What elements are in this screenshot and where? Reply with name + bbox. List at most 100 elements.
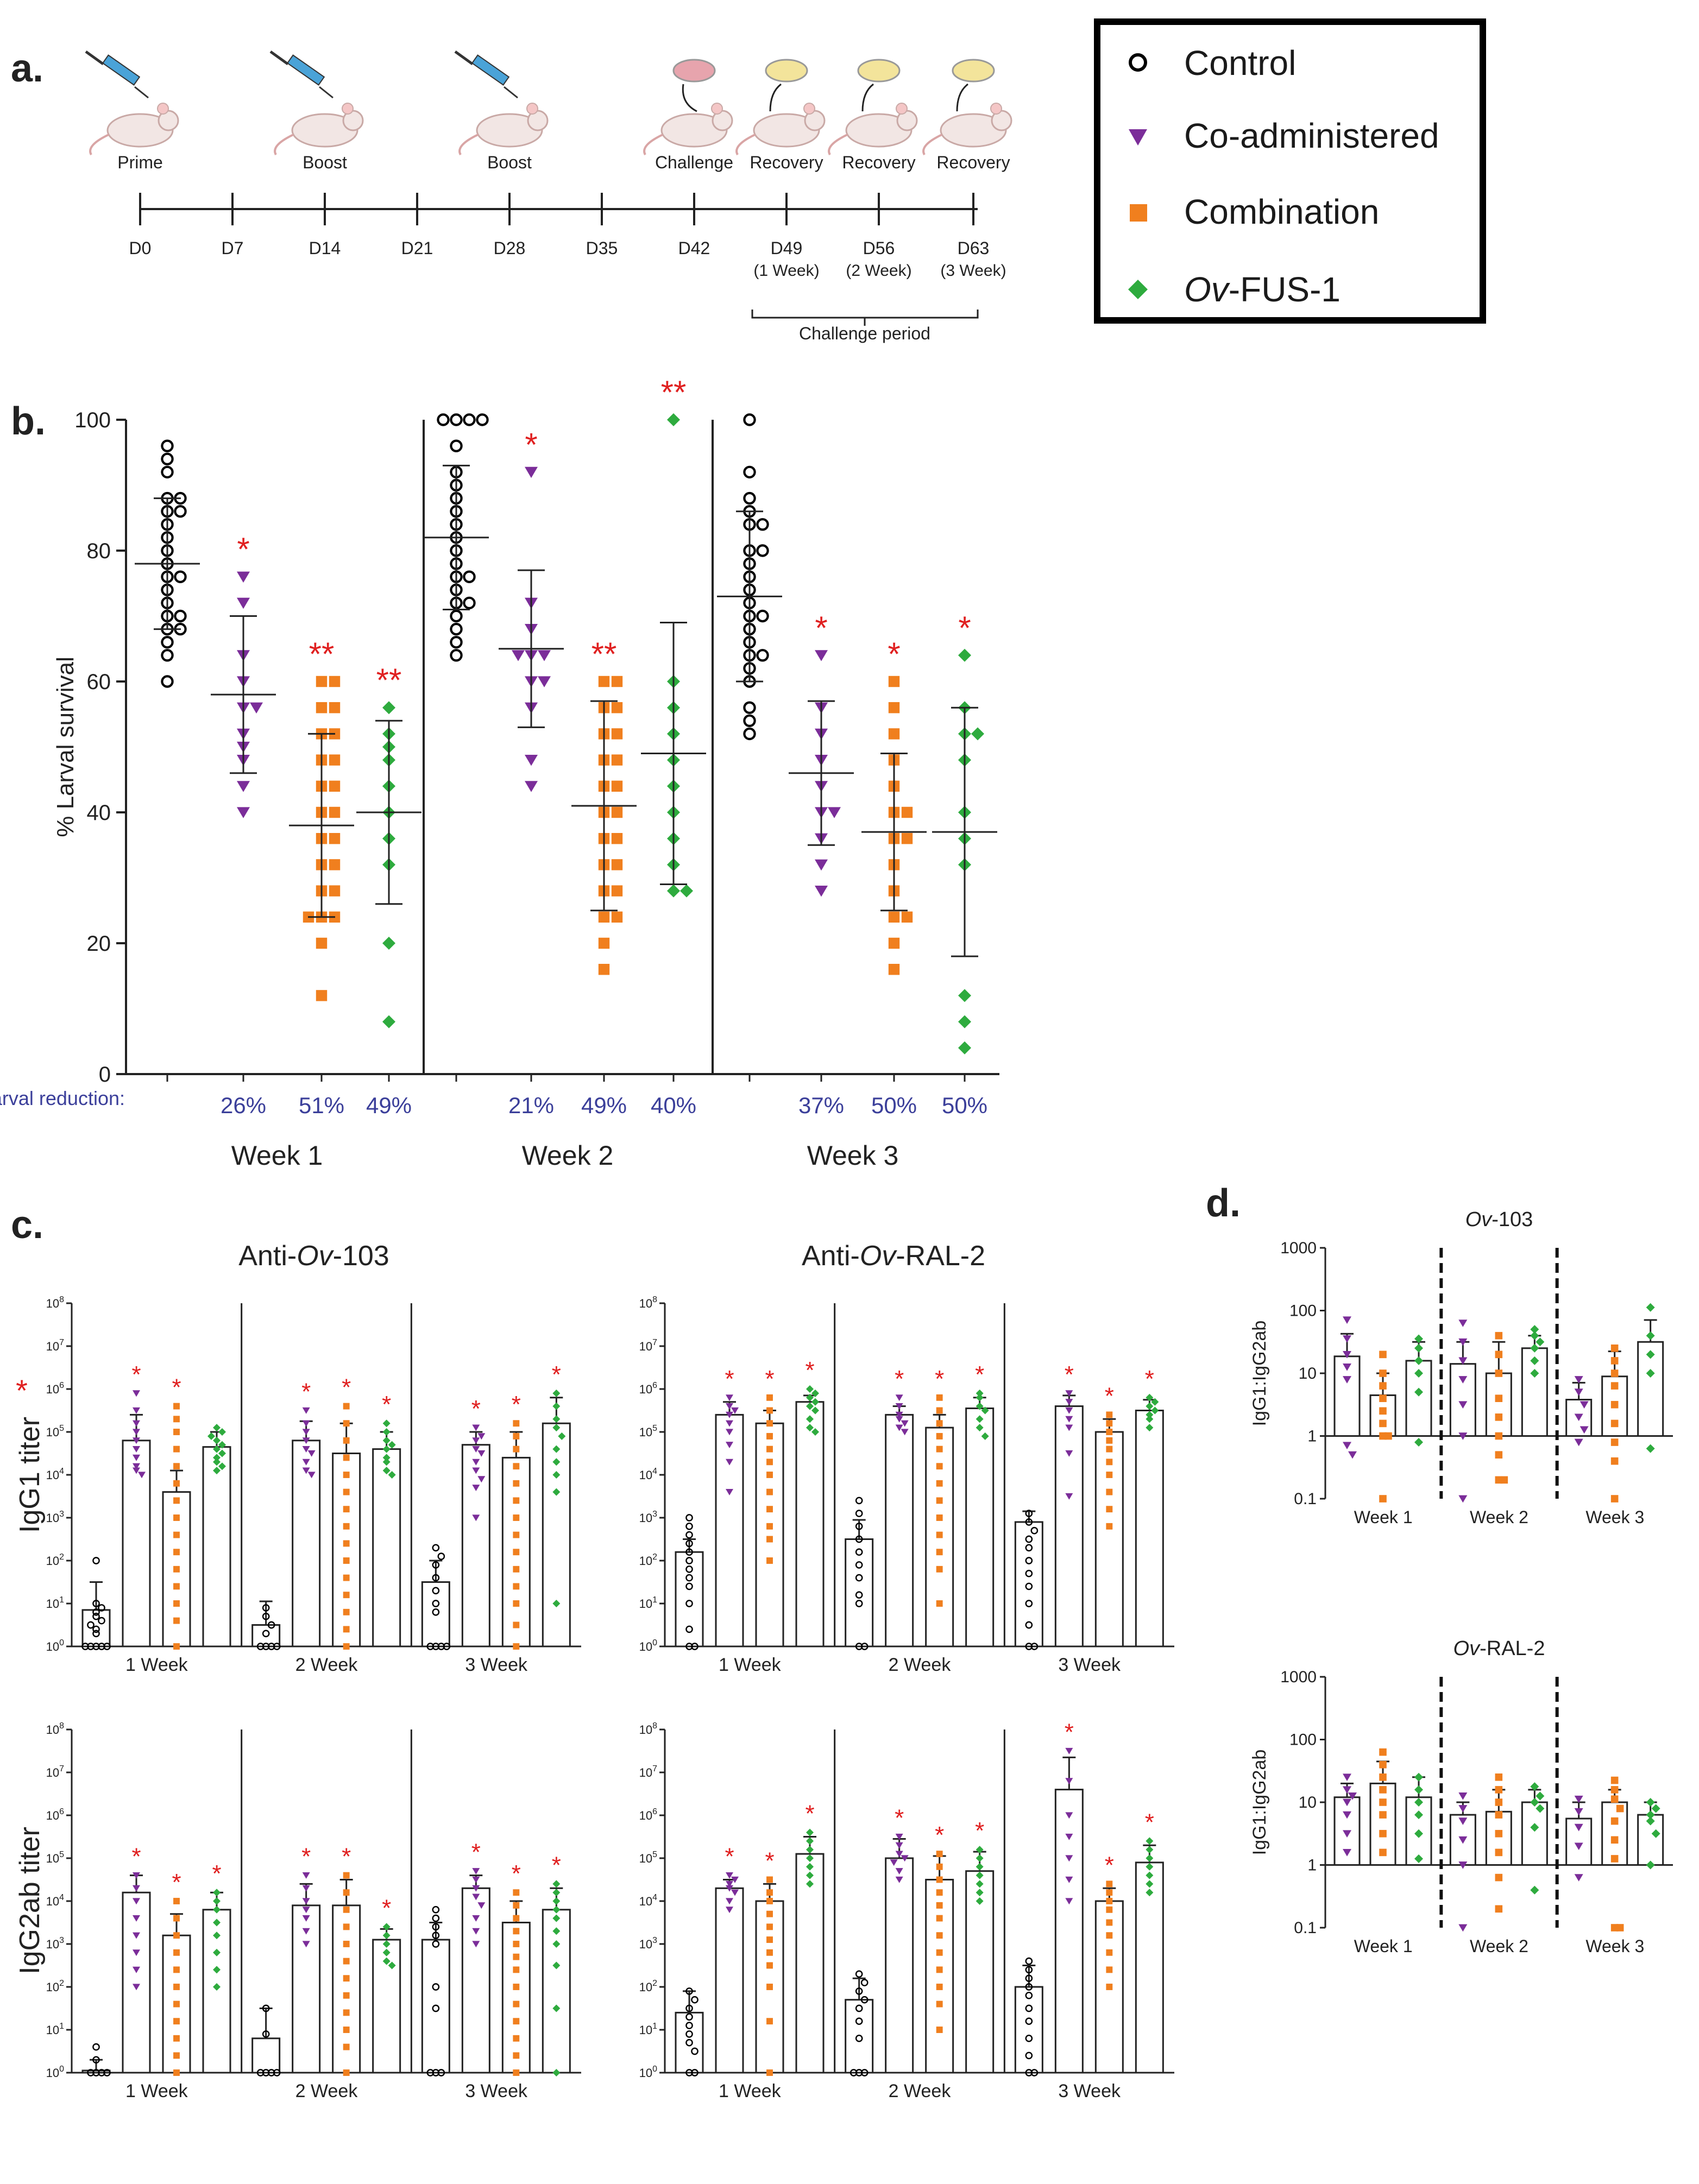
combination-point <box>343 1506 350 1513</box>
control-point <box>855 1591 863 1599</box>
fus1-point <box>806 1402 814 1410</box>
control-point <box>691 2047 699 2055</box>
combination-point <box>343 2043 350 2050</box>
combination-point <box>1379 1350 1387 1359</box>
legend-combination-marker <box>1130 204 1147 222</box>
control-point <box>756 649 769 662</box>
mouse-ear <box>896 103 908 115</box>
combination-point <box>1106 1906 1113 1913</box>
combination-point <box>343 1889 350 1896</box>
mean-bar <box>542 1422 571 1648</box>
ratio-panel: Ov-103 0.1 1 10 100 1000 IgG1:IgG2ab Week 1 Week… <box>1249 1208 1673 1527</box>
coadministered-point <box>133 1420 140 1427</box>
combination-point <box>329 676 341 687</box>
coadministered-point <box>477 1476 486 1483</box>
control-point <box>463 413 476 426</box>
control-point <box>855 1497 863 1505</box>
mean-bar <box>675 2011 704 2074</box>
combination-point <box>173 1566 180 1573</box>
combination-point <box>766 1488 773 1495</box>
tick-base: 10 <box>46 2066 59 2080</box>
coadministered-point <box>1574 1808 1583 1816</box>
tick-exponent: 5 <box>652 1424 657 1433</box>
control-point <box>685 1987 693 1995</box>
coadministered-point <box>901 1855 909 1862</box>
mean-bar <box>1449 1363 1476 1437</box>
combination-point <box>611 780 623 792</box>
significance-marker: * <box>382 1391 391 1418</box>
mean-bar <box>332 1453 361 1648</box>
significance-marker: * <box>805 1801 814 1827</box>
coadministered-point <box>895 1394 903 1402</box>
combination-point <box>936 1497 943 1504</box>
fus1-point <box>1530 1885 1539 1895</box>
coadministered-point <box>1065 1416 1073 1423</box>
control-point <box>174 570 187 583</box>
fus1-point <box>1146 1846 1154 1854</box>
row-significance-marker: * <box>16 1373 28 1407</box>
combination-point <box>1495 1786 1503 1794</box>
control-point <box>1025 1621 1033 1629</box>
petri-dish <box>952 59 995 83</box>
y-tick-label: 104 <box>46 1893 64 1908</box>
fus1-point <box>811 1389 819 1397</box>
significance-marker: * <box>935 1366 944 1392</box>
coadministered-point <box>133 1446 140 1453</box>
coadministered-point <box>472 1467 480 1474</box>
syringe-plunger <box>85 50 104 66</box>
fus1-point <box>1146 1424 1154 1432</box>
control-point <box>161 452 174 466</box>
y-tick-label: 20 <box>87 932 111 956</box>
week-label: 1 Week <box>719 2081 782 2101</box>
fus1-point <box>552 1905 561 1914</box>
combination-point <box>513 1480 520 1487</box>
fus1-point <box>806 1880 814 1888</box>
combination-point <box>513 2052 520 2059</box>
coadministered-point <box>726 1459 733 1466</box>
fus1-point <box>1646 1303 1655 1312</box>
control-point <box>685 2030 693 2038</box>
fus1-point <box>1414 1785 1423 1794</box>
fus1-point <box>806 1415 814 1423</box>
fus1-point <box>213 1966 221 1974</box>
coadministered-point <box>1574 1823 1583 1832</box>
combination-point <box>766 1472 773 1478</box>
tick-exponent: 7 <box>652 1764 657 1773</box>
dish-mouse-icon <box>828 59 918 156</box>
coadministered-point <box>302 1885 310 1892</box>
combination-point <box>1106 1889 1113 1896</box>
tick-base: 10 <box>46 1937 59 1951</box>
control-point <box>432 1608 440 1616</box>
reduction-value: 40% <box>651 1093 696 1118</box>
control-point <box>161 465 174 479</box>
control-point <box>450 649 463 662</box>
mouse-body <box>291 113 358 148</box>
fus1-point <box>806 1393 814 1402</box>
fus1-point <box>1646 1798 1655 1807</box>
significance-marker: * <box>1065 1719 1074 1746</box>
combination-point <box>936 1889 943 1896</box>
combination-point <box>766 1420 773 1427</box>
coadministered-point <box>1458 1805 1468 1813</box>
fus1-point <box>680 884 693 898</box>
fus1-point <box>552 1415 561 1423</box>
combination-point <box>1495 1432 1503 1440</box>
fus1-point <box>552 2069 561 2076</box>
reduction-value: 37% <box>798 1093 844 1118</box>
fus1-point <box>976 1424 984 1432</box>
combination-point <box>173 2000 180 2008</box>
control-point <box>432 1923 440 1931</box>
control-point <box>98 1604 105 1612</box>
significance-marker: * <box>935 1822 944 1848</box>
combination-point <box>173 1480 180 1487</box>
mean-bar <box>795 1853 825 2074</box>
fus1-point <box>382 1467 391 1475</box>
fus1-point <box>1414 1343 1423 1353</box>
timeline-day-label: D35 <box>586 238 618 258</box>
week-label: Week 2 <box>522 1140 614 1171</box>
control-point <box>161 649 174 662</box>
combination-point <box>1610 1357 1619 1365</box>
control-point <box>103 2069 111 2076</box>
fus1-point <box>1651 1829 1660 1838</box>
